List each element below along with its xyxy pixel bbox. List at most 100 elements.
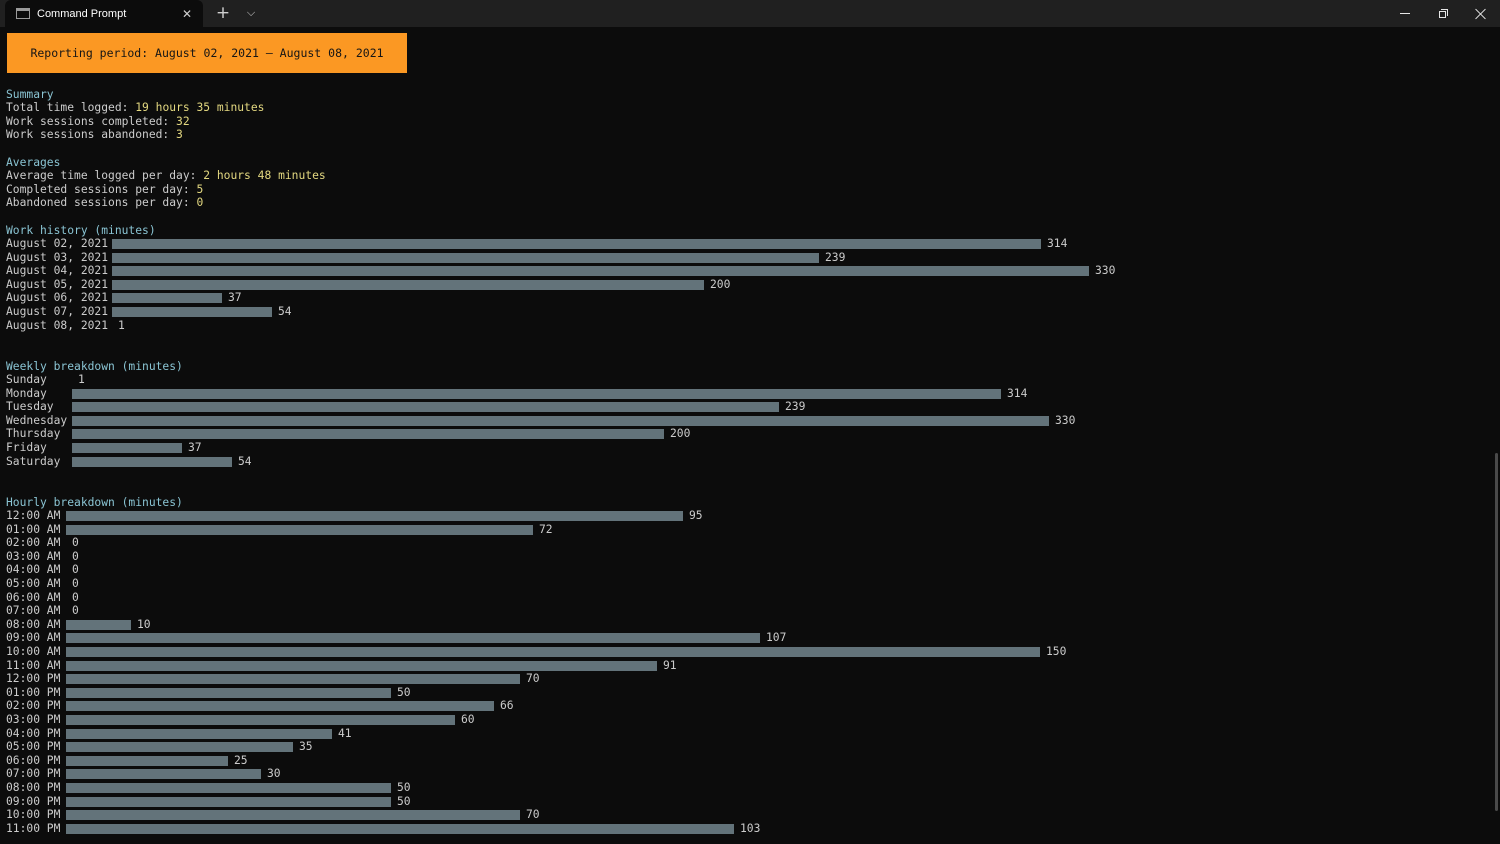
hourly-label: 03:00 AM (6, 549, 61, 563)
avg-completed-line: Completed sessions per day: 5 (6, 183, 203, 196)
hourly-label: 12:00 PM (6, 672, 61, 686)
new-tab-button[interactable]: + (215, 3, 231, 23)
hourly-value: 10 (137, 617, 151, 631)
work-history-label: August 02, 2021 (6, 237, 109, 250)
avg-time-line: Average time logged per day: 2 hours 48 … (6, 169, 326, 182)
weekly-label: Saturday (6, 454, 61, 468)
hourly-label: 08:00 AM (6, 617, 61, 631)
tab-command-prompt[interactable]: Command Prompt ✕ (5, 0, 203, 27)
sessions-completed-label: Work sessions completed: (6, 115, 177, 128)
sessions-abandoned-value: 3 (176, 128, 183, 141)
hourly-value: 70 (526, 808, 540, 822)
restore-icon (1438, 9, 1448, 18)
close-tab-icon[interactable]: ✕ (181, 6, 193, 21)
weekly-bar (72, 415, 1049, 426)
weekly-bar (72, 388, 1001, 399)
work-history-value: 239 (825, 250, 846, 264)
hourly-bar (66, 796, 391, 807)
hourly-value: 72 (539, 522, 553, 536)
hourly-value: 95 (689, 509, 703, 522)
work-history-bar (112, 293, 222, 304)
work-history-value: 200 (710, 277, 731, 291)
weekly-label: Tuesday (6, 400, 54, 414)
work-history-heading: Work history (minutes) (6, 224, 156, 237)
hourly-value: 66 (500, 699, 514, 713)
hourly-value: 0 (72, 549, 79, 563)
sessions-completed-line: Work sessions completed: 32 (6, 115, 190, 128)
avg-time-label: Average time logged per day: (6, 169, 204, 182)
work-history-bar (112, 279, 704, 290)
hourly-label: 12:00 AM (6, 509, 61, 522)
work-history-label: August 03, 2021 (6, 250, 109, 264)
hourly-bar (66, 647, 1040, 657)
hourly-bar (66, 687, 391, 698)
hourly-bar (66, 769, 261, 780)
hourly-value: 0 (72, 577, 79, 590)
hourly-label: 06:00 PM (6, 753, 61, 767)
work-history-bar (112, 239, 1041, 249)
hourly-label: 04:00 PM (6, 726, 61, 740)
weekly-label: Thursday (6, 427, 61, 441)
hourly-bar (66, 823, 734, 834)
hourly-label: 02:00 PM (6, 699, 61, 713)
minimize-icon (1400, 13, 1410, 14)
work-history-label: August 06, 2021 (6, 291, 109, 305)
avg-completed-value: 5 (196, 183, 204, 196)
hourly-label: 05:00 PM (6, 740, 61, 754)
hourly-value: 50 (397, 794, 411, 808)
restore-button[interactable] (1424, 0, 1462, 27)
hourly-value: 91 (663, 658, 677, 672)
weekly-bar (72, 429, 664, 440)
total-time-value: 19 hours 35 minutes (135, 101, 265, 114)
close-window-button[interactable] (1462, 0, 1500, 27)
weekly-label: Monday (6, 386, 47, 400)
hourly-bar (66, 728, 332, 739)
weekly-value: 330 (1055, 413, 1076, 427)
weekly-bar (72, 443, 182, 453)
hourly-value: 0 (72, 604, 79, 618)
weekly-value: 37 (188, 441, 202, 454)
avg-completed-label: Completed sessions per day: (6, 183, 197, 196)
work-history-label: August 07, 2021 (6, 305, 109, 318)
avg-abandoned-value: 0 (196, 196, 204, 209)
hourly-label: 01:00 PM (6, 685, 61, 699)
hourly-value: 50 (397, 781, 411, 794)
hourly-label: 11:00 PM (6, 821, 61, 835)
weekly-breakdown-heading: Weekly breakdown (minutes) (6, 360, 183, 373)
weekly-label: Sunday (6, 373, 47, 386)
hourly-value: 50 (397, 685, 411, 699)
hourly-label: 05:00 AM (6, 577, 61, 590)
hourly-value: 30 (267, 767, 281, 781)
weekly-label: Friday (6, 441, 47, 454)
hourly-bar (66, 660, 657, 671)
hourly-label: 07:00 AM (6, 604, 61, 618)
work-history-label: August 05, 2021 (6, 277, 109, 291)
total-time-label: Total time logged: (6, 101, 136, 114)
minimize-button[interactable] (1386, 0, 1424, 27)
work-history-value: 1 (118, 318, 125, 332)
tab-dropdown-button[interactable]: ⌵ (246, 6, 256, 19)
close-icon (1475, 8, 1487, 20)
work-history-value: 54 (278, 305, 292, 318)
averages-heading: Averages (6, 156, 61, 169)
hourly-breakdown-heading: Hourly breakdown (minutes) (6, 496, 183, 509)
weekly-value: 239 (785, 400, 806, 414)
hourly-value: 41 (338, 726, 352, 740)
hourly-value: 0 (72, 536, 79, 550)
hourly-label: 10:00 AM (6, 645, 61, 658)
hourly-label: 10:00 PM (6, 808, 61, 822)
work-history-label: August 08, 2021 (6, 318, 109, 332)
hourly-value: 0 (72, 563, 79, 577)
work-history-label: August 04, 2021 (6, 264, 109, 278)
hourly-label: 11:00 AM (6, 658, 61, 672)
weekly-value: 200 (670, 427, 691, 441)
scrollbar-thumb[interactable] (1495, 453, 1498, 811)
avg-abandoned-label: Abandoned sessions per day: (6, 196, 197, 209)
hourly-value: 0 (72, 590, 79, 604)
hourly-label: 07:00 PM (6, 767, 61, 781)
title-bar: Command Prompt ✕ + ⌵ (0, 0, 1500, 27)
hourly-bar (66, 810, 520, 821)
hourly-bar (66, 715, 455, 725)
hourly-label: 08:00 PM (6, 781, 61, 794)
work-history-bar (112, 307, 272, 317)
